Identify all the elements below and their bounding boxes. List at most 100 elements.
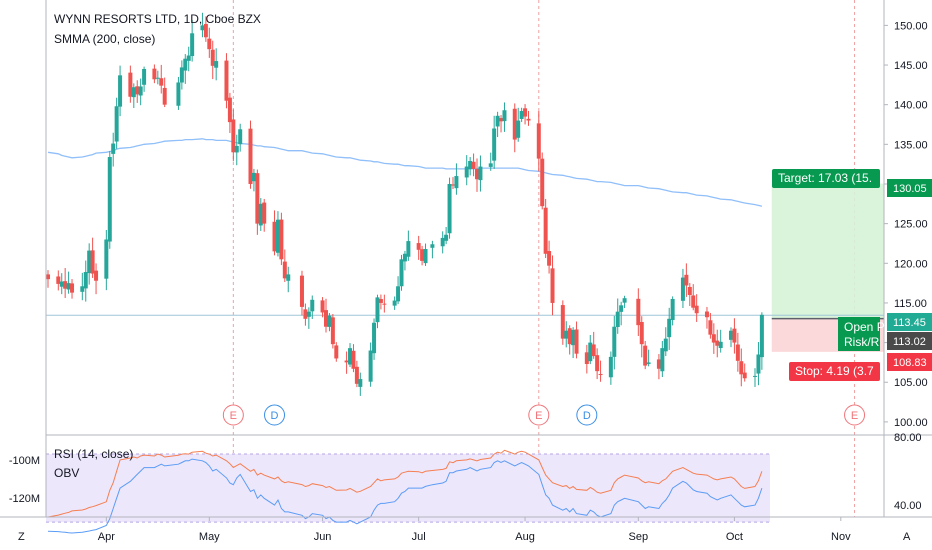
candle[interactable]	[464, 166, 469, 178]
candle[interactable]	[275, 219, 280, 253]
candle[interactable]	[663, 338, 668, 352]
candle[interactable]	[423, 249, 428, 264]
candle[interactable]	[176, 82, 181, 106]
candle[interactable]	[612, 326, 617, 357]
candle[interactable]	[131, 87, 136, 98]
candle[interactable]	[310, 299, 315, 312]
candle[interactable]	[753, 375, 758, 377]
candle[interactable]	[104, 239, 109, 279]
candle[interactable]	[536, 123, 541, 159]
candle[interactable]	[375, 297, 380, 323]
candle[interactable]	[406, 241, 411, 257]
candle[interactable]	[179, 67, 184, 83]
candle[interactable]	[90, 250, 95, 274]
candle[interactable]	[63, 281, 68, 289]
candle[interactable]	[155, 77, 160, 79]
candle[interactable]	[543, 207, 548, 254]
candle[interactable]	[66, 283, 71, 290]
candle[interactable]	[704, 311, 709, 318]
candle[interactable]	[231, 119, 236, 153]
candle[interactable]	[615, 311, 620, 328]
smma-legend[interactable]: SMMA (200, close)	[54, 32, 155, 46]
candle[interactable]	[234, 145, 239, 153]
candle[interactable]	[735, 344, 740, 361]
candle[interactable]	[564, 330, 569, 339]
open-position-label[interactable]: Open P Risk/R	[838, 317, 885, 351]
candle[interactable]	[392, 300, 397, 306]
candle[interactable]	[399, 259, 404, 287]
rsi-legend[interactable]: RSI (14, close)	[54, 447, 133, 461]
candle[interactable]	[728, 330, 733, 340]
candle[interactable]	[348, 348, 353, 365]
candle[interactable]	[303, 309, 308, 319]
candle[interactable]	[382, 303, 387, 305]
candle[interactable]	[588, 342, 593, 362]
candle[interactable]	[584, 352, 589, 365]
candle[interactable]	[495, 115, 500, 127]
candle[interactable]	[368, 350, 373, 382]
dividend-marker[interactable]	[576, 404, 598, 426]
candle[interactable]	[492, 128, 497, 161]
candle[interactable]	[402, 253, 407, 262]
candle[interactable]	[80, 286, 85, 292]
candle[interactable]	[378, 299, 383, 303]
candle[interactable]	[488, 163, 493, 167]
candle[interactable]	[560, 305, 565, 339]
candle[interactable]	[519, 111, 524, 119]
candle[interactable]	[691, 295, 696, 308]
candle[interactable]	[670, 298, 675, 321]
target-label[interactable]: Target: 17.03 (15.	[772, 169, 880, 188]
candle[interactable]	[646, 362, 651, 364]
candle[interactable]	[454, 176, 459, 189]
candle[interactable]	[327, 315, 332, 327]
earnings-marker[interactable]	[844, 404, 866, 426]
candle[interactable]	[186, 55, 191, 61]
candle[interactable]	[502, 110, 507, 122]
candle[interactable]	[111, 143, 116, 154]
candle[interactable]	[526, 118, 531, 121]
candle[interactable]	[684, 274, 689, 286]
candle[interactable]	[258, 203, 263, 226]
candle[interactable]	[183, 58, 188, 71]
candle[interactable]	[708, 320, 713, 335]
candle[interactable]	[354, 366, 359, 384]
timezone-button[interactable]: Z	[18, 531, 25, 543]
candle[interactable]	[756, 354, 761, 374]
candle[interactable]	[430, 244, 435, 248]
candle[interactable]	[83, 272, 88, 289]
candle[interactable]	[687, 286, 692, 296]
candle[interactable]	[550, 268, 555, 303]
candle[interactable]	[598, 374, 603, 376]
candle[interactable]	[94, 270, 99, 281]
candle[interactable]	[680, 277, 685, 301]
candle[interactable]	[358, 379, 363, 387]
candle[interactable]	[622, 298, 627, 303]
candle[interactable]	[299, 275, 304, 307]
candle[interactable]	[660, 348, 665, 372]
candle[interactable]	[224, 60, 229, 101]
candle[interactable]	[107, 157, 112, 242]
candle[interactable]	[152, 68, 157, 80]
obv-line[interactable]	[47, 449, 763, 518]
candle[interactable]	[396, 286, 401, 302]
candle[interactable]	[238, 129, 243, 145]
candle[interactable]	[330, 317, 335, 345]
symbol-title[interactable]: WYNN RESORTS LTD, 1D, Cboe BZX	[54, 12, 261, 26]
candle[interactable]	[262, 202, 267, 224]
candle[interactable]	[46, 274, 50, 280]
earnings-marker[interactable]	[528, 404, 550, 426]
candle[interactable]	[643, 345, 648, 366]
profit-zone[interactable]	[771, 183, 884, 319]
candle[interactable]	[440, 237, 445, 247]
candle[interactable]	[159, 78, 164, 86]
candle[interactable]	[142, 68, 147, 85]
stop-label[interactable]: Stop: 4.19 (3.7	[789, 362, 880, 381]
candle[interactable]	[742, 372, 747, 379]
candle[interactable]	[334, 345, 339, 359]
candle[interactable]	[118, 75, 123, 107]
candle[interactable]	[523, 108, 528, 117]
candle[interactable]	[468, 160, 473, 170]
candle[interactable]	[512, 108, 517, 140]
candle[interactable]	[471, 161, 476, 169]
